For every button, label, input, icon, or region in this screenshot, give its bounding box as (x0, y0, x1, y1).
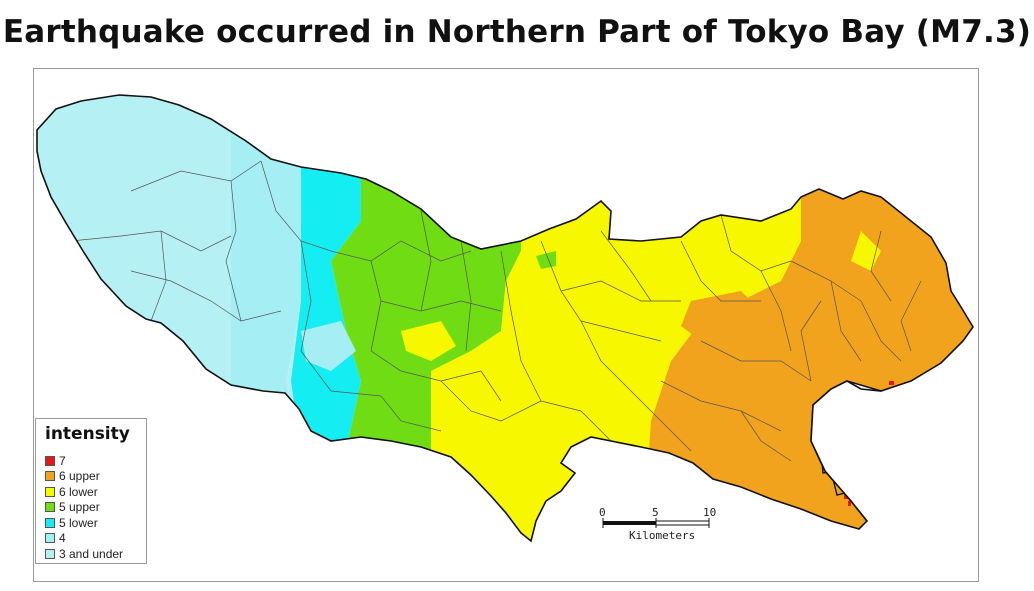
legend-item: 5 upper (45, 500, 123, 516)
legend-label: 5 upper (59, 500, 100, 515)
page-title: Earthquake occurred in Northern Part of … (2, 14, 1032, 50)
zone-7-spot (848, 501, 851, 506)
legend-item: 6 upper (45, 469, 123, 485)
zone-4-patch (301, 321, 356, 371)
legend-label: 6 lower (59, 484, 98, 499)
legend-label: 4 (59, 531, 66, 546)
legend-swatch (45, 455, 55, 466)
scale-tick-5: 5 (652, 506, 659, 519)
legend-label: 3 and under (59, 546, 124, 561)
legend-item: 3 and under (45, 546, 123, 562)
scale-tick-0: 0 (599, 506, 606, 519)
legend-swatch (45, 517, 55, 528)
zone-5-upper-patch (536, 251, 556, 269)
zone-7-spot (844, 495, 848, 499)
legend-item: 5 lower (45, 515, 123, 531)
intensity-legend: intensity 7 6 upper 6 lower 5 upper 5 lo… (35, 418, 147, 564)
scale-tick-10: 10 (703, 506, 717, 519)
map-frame: 0 5 10 Kilometers (33, 68, 979, 582)
zone-6-lower-patch-west (401, 321, 456, 361)
tokyo-bay (810, 380, 973, 541)
scale-unit: Kilometers (629, 529, 696, 542)
legend-swatch (45, 548, 55, 559)
zone-4 (231, 95, 301, 481)
zone-6-upper-patch (681, 291, 761, 341)
intensity-map (36, 94, 974, 542)
legend-label: 5 lower (59, 515, 98, 530)
legend-item: 4 (45, 531, 123, 547)
legend-list: 7 6 upper 6 lower 5 upper 5 lower 4 3 an… (45, 453, 123, 562)
legend-item: 6 lower (45, 484, 123, 500)
scale-bar: 0 5 10 Kilometers (595, 506, 725, 546)
legend-swatch (45, 471, 55, 482)
zone-7-spot (889, 381, 894, 385)
legend-swatch (45, 502, 55, 513)
legend-item: 7 (45, 453, 123, 469)
legend-title: intensity (45, 424, 130, 444)
legend-label: 7 (59, 453, 66, 468)
intensity-bands (37, 95, 973, 541)
legend-label: 6 upper (59, 469, 100, 484)
legend-swatch (45, 533, 55, 544)
scale-bar-graphic (602, 518, 710, 528)
municipal-boundaries (70, 160, 922, 462)
legend-swatch (45, 486, 55, 497)
